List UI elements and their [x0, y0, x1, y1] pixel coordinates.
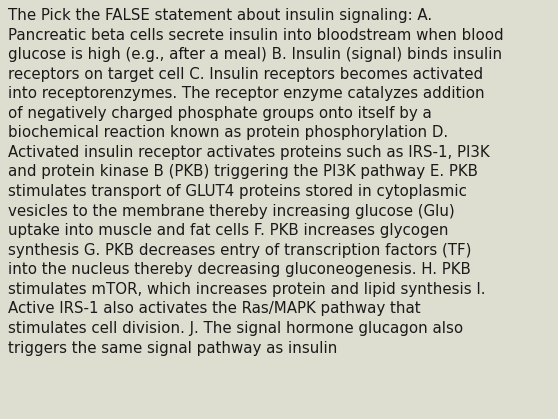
- Text: The Pick the FALSE statement about insulin signaling: A.
Pancreatic beta cells s: The Pick the FALSE statement about insul…: [8, 8, 504, 355]
